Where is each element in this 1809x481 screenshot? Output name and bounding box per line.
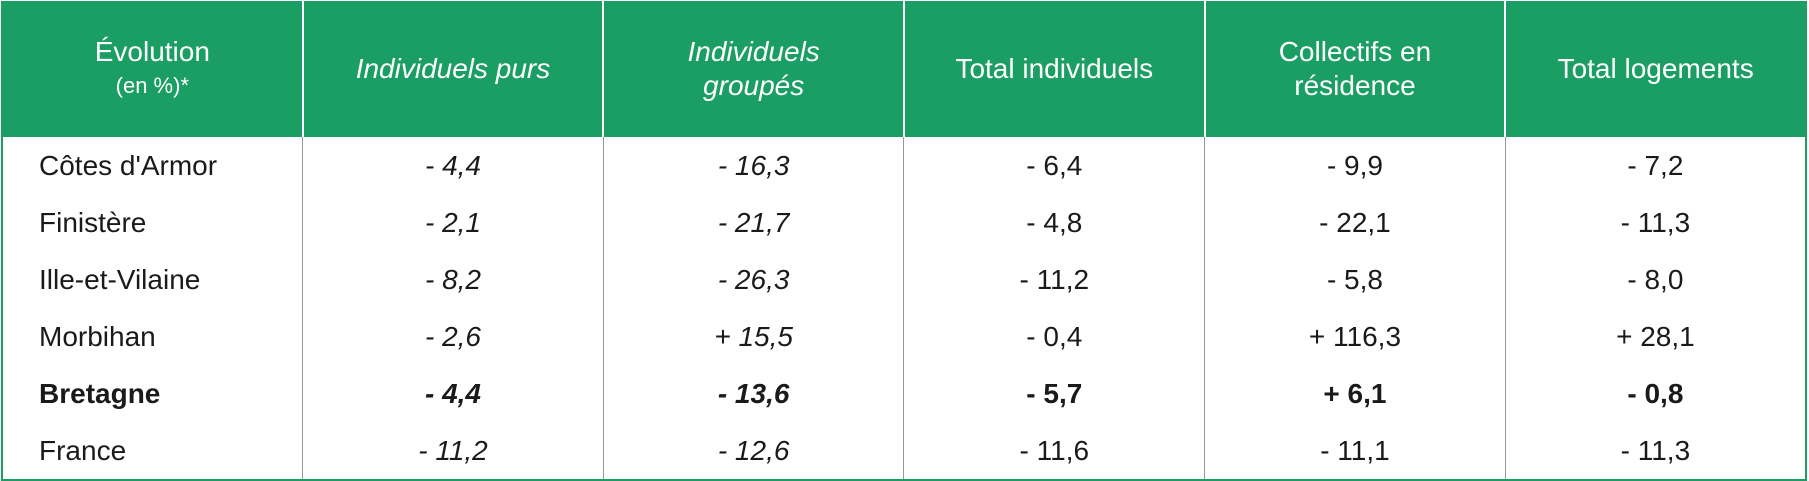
header-cell: Total individuels <box>902 1 1206 137</box>
row-label: Morbihan <box>1 308 304 365</box>
table-row: Bretagne - 4,4- 13,6- 5,7 + 6,1- 0,8 <box>1 365 1807 422</box>
table-row: Morbihan - 2,6 + 15,5- 0,4 + 116,3 + 28,1 <box>1 308 1807 365</box>
header-cell: Individuels purs <box>301 1 605 137</box>
table-body: Côtes d'Armor - 4,4- 16,3- 6,4- 9,9- 7,2 F… <box>1 137 1807 481</box>
value-cell: - 0,8 <box>1504 365 1807 422</box>
value-cell: - 4,4 <box>302 365 604 422</box>
value-cell: - 2,6 <box>302 308 604 365</box>
value-cell: - 2,1 <box>302 194 604 251</box>
value-cell: - 11,2 <box>302 422 604 481</box>
table-row: France - 11,2- 12,6- 11,6- 11,1- 11,3 <box>1 422 1807 481</box>
value-cell: - 11,3 <box>1504 194 1807 251</box>
table-row: Côtes d'Armor - 4,4- 16,3- 6,4- 9,9- 7,2 <box>1 137 1807 194</box>
value-cell: - 8,0 <box>1504 251 1807 308</box>
value-cell: - 21,7 <box>602 194 905 251</box>
value-cell: + 6,1 <box>1204 365 1506 422</box>
value-cell: + 28,1 <box>1504 308 1807 365</box>
header-title: Évolution <box>94 36 210 67</box>
value-cell: - 9,9 <box>1204 137 1506 194</box>
table-row: Finistère - 2,1- 21,7- 4,8- 22,1- 11,3 <box>1 194 1807 251</box>
table-row: Ille-et-Vilaine - 8,2- 26,3- 11,2- 5,8- 8… <box>1 251 1807 308</box>
value-cell: - 5,7 <box>903 365 1206 422</box>
row-label: Ille-et-Vilaine <box>1 251 304 308</box>
value-cell: - 4,4 <box>302 137 604 194</box>
header-cell: Collectifs en résidence <box>1203 1 1507 137</box>
value-cell: - 12,6 <box>602 422 905 481</box>
value-cell: - 6,4 <box>903 137 1206 194</box>
value-cell: - 0,4 <box>903 308 1206 365</box>
row-label: Bretagne <box>1 365 304 422</box>
value-cell: - 8,2 <box>302 251 604 308</box>
value-cell: + 116,3 <box>1204 308 1506 365</box>
value-cell: - 11,2 <box>903 251 1206 308</box>
header-cell: Individuels groupés <box>602 1 905 137</box>
header-row: Évolution (en %)* Individuels purs Indivi… <box>1 1 1807 137</box>
value-cell: + 15,5 <box>602 308 905 365</box>
value-cell: - 7,2 <box>1504 137 1807 194</box>
value-cell: - 11,1 <box>1204 422 1506 481</box>
row-label: Finistère <box>1 194 304 251</box>
value-cell: - 5,8 <box>1204 251 1506 308</box>
row-label: Côtes d'Armor <box>1 137 304 194</box>
value-cell: - 26,3 <box>602 251 905 308</box>
header-unit: (en %)* <box>115 73 189 98</box>
value-cell: - 11,6 <box>903 422 1206 481</box>
row-label: France <box>1 422 304 481</box>
value-cell: - 13,6 <box>602 365 905 422</box>
value-cell: - 4,8 <box>903 194 1206 251</box>
value-cell: - 22,1 <box>1204 194 1506 251</box>
header-cell: Total logements <box>1504 1 1807 137</box>
header-cell: Évolution (en %)* <box>1 1 304 137</box>
value-cell: - 11,3 <box>1504 422 1807 481</box>
value-cell: - 16,3 <box>602 137 905 194</box>
